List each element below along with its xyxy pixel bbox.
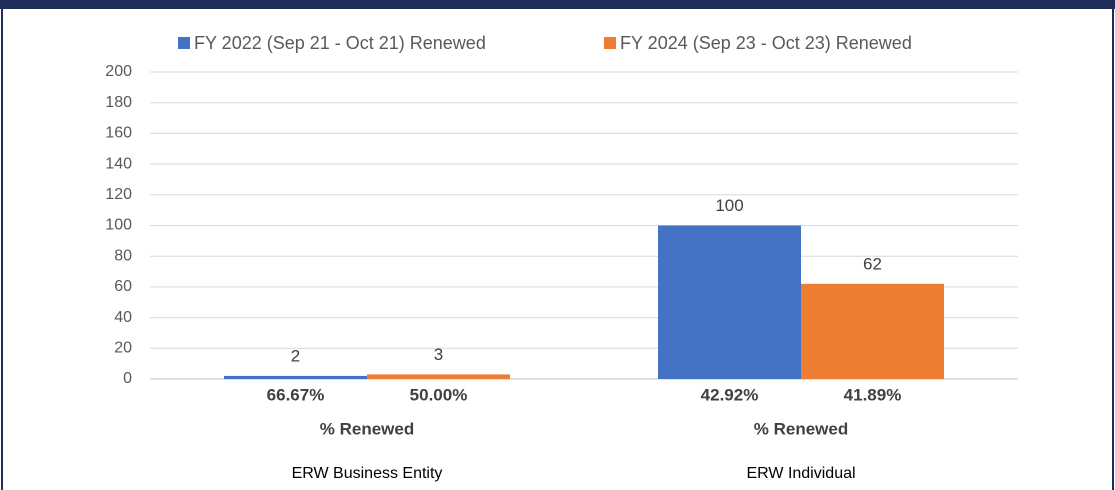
y-tick-label: 160 <box>105 125 132 142</box>
y-tick-label: 40 <box>114 309 132 326</box>
y-tick-label: 80 <box>114 247 132 264</box>
data-label: 3 <box>434 345 443 364</box>
legend-label: FY 2024 (Sep 23 - Oct 23) Renewed <box>620 33 912 53</box>
bar <box>367 374 510 379</box>
x-tick-label: ERW Individual <box>746 465 855 482</box>
legend-label: FY 2022 (Sep 21 - Oct 21) Renewed <box>194 33 486 53</box>
y-tick-label: 60 <box>114 278 132 295</box>
percent-title: % Renewed <box>754 419 848 438</box>
top-bar <box>0 0 1115 9</box>
y-tick-label: 20 <box>114 340 132 357</box>
bar <box>801 283 944 379</box>
legend-swatch <box>178 37 190 49</box>
data-label: 62 <box>863 254 882 273</box>
data-label: 2 <box>291 346 300 365</box>
percent-title: % Renewed <box>320 419 414 438</box>
percent-label: 66.67% <box>267 385 325 404</box>
percent-label: 41.89% <box>844 385 902 404</box>
bar <box>658 225 801 379</box>
y-tick-label: 120 <box>105 186 132 203</box>
y-tick-label: 140 <box>105 155 132 172</box>
legend-swatch <box>604 37 616 49</box>
bar <box>224 375 367 379</box>
y-tick-label: 100 <box>105 217 132 234</box>
y-tick-label: 180 <box>105 94 132 111</box>
x-tick-label: ERW Business Entity <box>292 465 443 482</box>
percent-label: 50.00% <box>410 385 468 404</box>
y-tick-label: 200 <box>105 63 132 80</box>
percent-label: 42.92% <box>701 385 759 404</box>
y-tick-label: 0 <box>123 370 132 387</box>
data-label: 100 <box>715 196 743 215</box>
